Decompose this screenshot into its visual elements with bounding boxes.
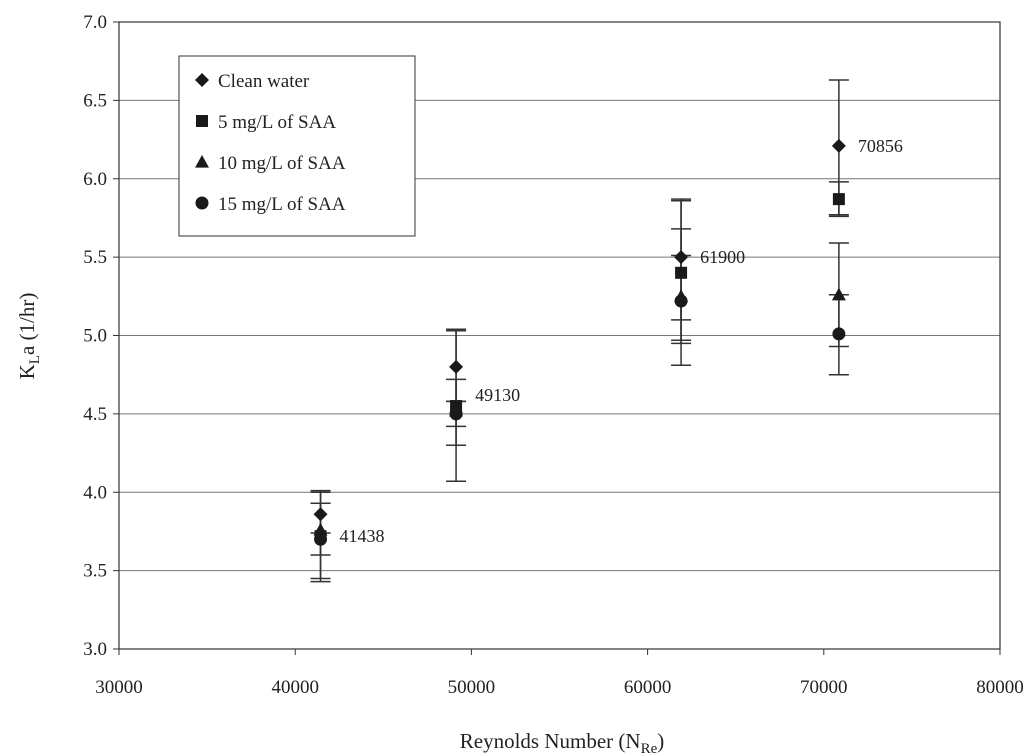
data-point-diamond [449, 359, 464, 374]
data-point-circle [674, 294, 688, 308]
legend-marker-square [196, 115, 208, 127]
data-point-triangle [831, 287, 846, 301]
data-point-circle [832, 327, 846, 341]
x-tick-label: 40000 [271, 677, 319, 698]
y-tick-label: 6.0 [83, 169, 107, 190]
data-point-square [675, 266, 688, 279]
x-axis-ticks: 30000 40000 50000 60000 70000 80000 [95, 649, 1024, 698]
x-tick-label: 60000 [624, 677, 672, 698]
legend-item: 15 mg/L of SAA [195, 194, 346, 215]
legend-marker-triangle [195, 155, 209, 168]
y-axis-ticks: 3.0 3.5 4.0 4.5 5.0 5.5 6.0 6.5 7.0 [83, 12, 119, 660]
data-point-circle [449, 407, 463, 421]
point-annotation: 41438 [340, 526, 385, 546]
legend-label: Clean water [218, 71, 310, 92]
data-point-circle [314, 532, 328, 546]
point-annotation: 70856 [858, 136, 903, 156]
y-tick-label: 3.5 [83, 561, 107, 582]
legend-marker-circle [195, 196, 209, 210]
data-markers [313, 138, 846, 546]
y-tick-label: 4.5 [83, 404, 107, 425]
point-annotations: 41438 49130 61900 70856 [340, 136, 903, 546]
legend-box [178, 55, 416, 237]
y-tick-label: 5.0 [83, 326, 107, 347]
x-tick-label: 50000 [448, 677, 496, 698]
y-axis-title: KLa (1/hr) [15, 293, 43, 380]
point-annotation: 49130 [475, 385, 520, 405]
y-tick-label: 7.0 [83, 12, 107, 33]
x-axis-title: Reynolds Number (NRe) [460, 729, 664, 755]
data-point-diamond [313, 507, 328, 522]
data-point-triangle [313, 522, 328, 536]
legend-item: 10 mg/L of SAA [195, 153, 346, 174]
legend-marker-diamond [195, 73, 209, 87]
y-tick-label: 4.0 [83, 482, 107, 503]
data-point-diamond [831, 138, 846, 153]
legend-item: Clean water [195, 71, 310, 92]
y-tick-label: 6.5 [83, 90, 107, 111]
x-tick-label: 70000 [800, 677, 848, 698]
y-tick-label: 3.0 [83, 639, 107, 660]
legend-label: 10 mg/L of SAA [218, 153, 346, 174]
x-tick-label: 30000 [95, 677, 143, 698]
y-tick-label: 5.5 [83, 247, 107, 268]
point-annotation: 61900 [700, 247, 745, 267]
x-tick-label: 80000 [976, 677, 1024, 698]
data-point-square [832, 193, 845, 206]
legend-item: 5 mg/L of SAA [196, 112, 336, 133]
legend: Clean water 5 mg/L of SAA 10 mg/L of SAA 15… [178, 55, 416, 237]
data-point-diamond [674, 250, 689, 265]
legend-label: 15 mg/L of SAA [218, 194, 346, 215]
legend-label: 5 mg/L of SAA [218, 112, 336, 133]
